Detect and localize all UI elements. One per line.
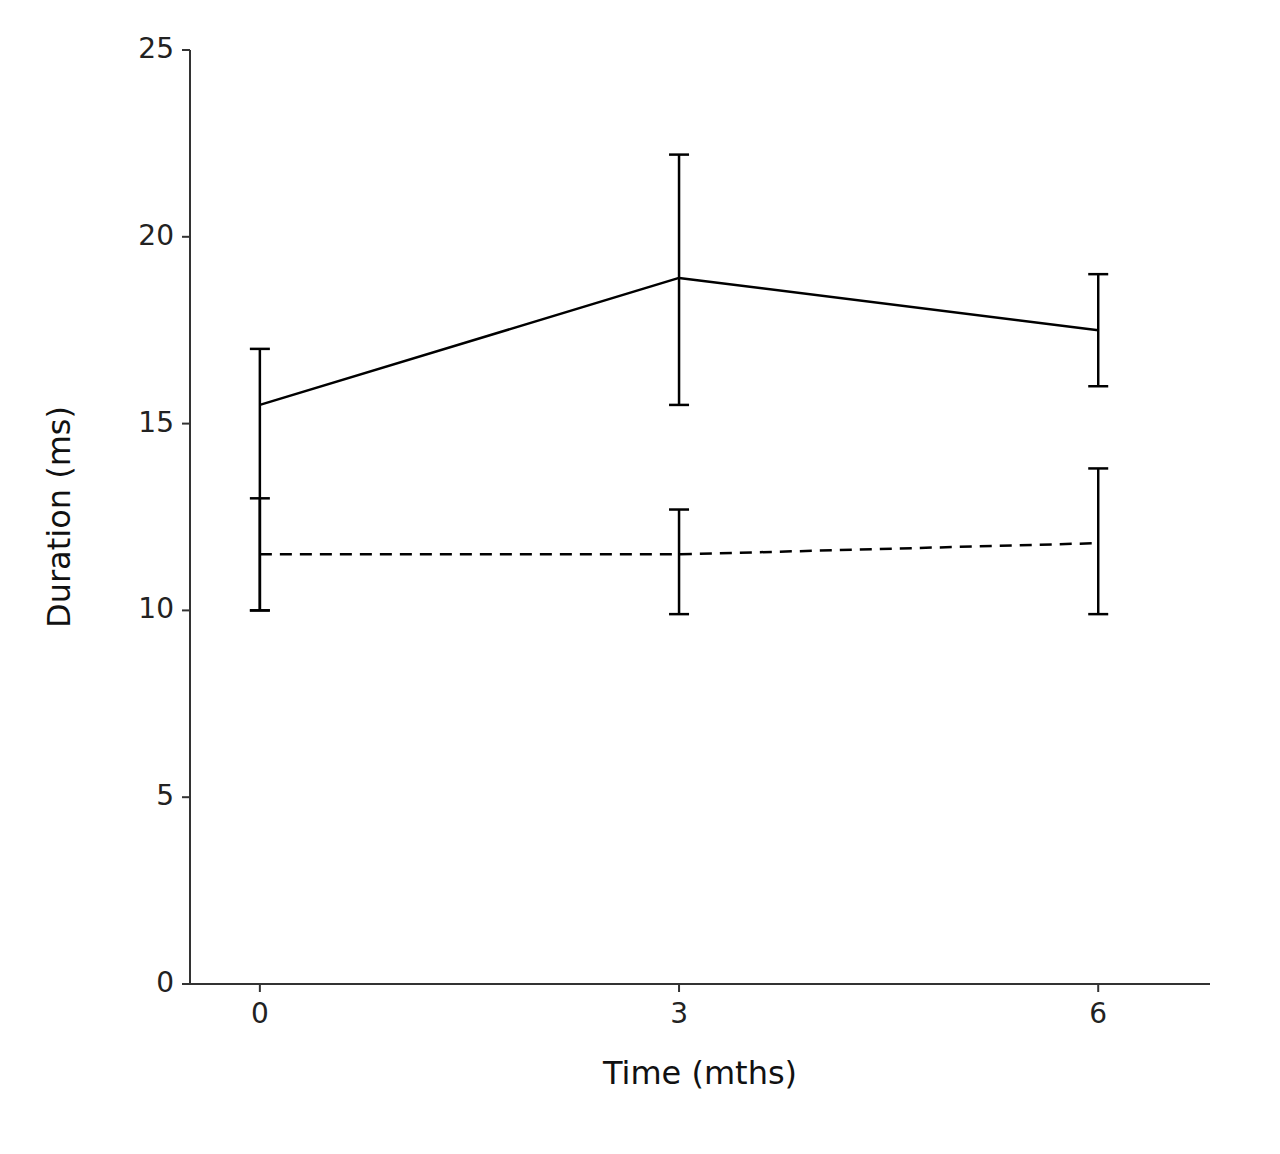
error-bar-cap-high — [1088, 467, 1108, 470]
y-tick-label: 20 — [138, 219, 174, 252]
y-tick — [182, 49, 190, 51]
error-bar-stem — [678, 510, 681, 615]
plot-data — [250, 155, 1108, 615]
error-bar — [250, 349, 270, 611]
x-tick — [1097, 984, 1099, 992]
x-tick-label: 3 — [670, 997, 688, 1030]
y-axis-line — [189, 50, 191, 984]
error-bar-cap-high — [250, 348, 270, 351]
error-bar-cap-low — [669, 613, 689, 616]
x-tick-label: 6 — [1089, 997, 1107, 1030]
y-axis-label: Duration (ms) — [40, 406, 78, 628]
y-tick-label: 15 — [138, 406, 174, 439]
chart-container: 0 5 10 15 20 25 0 3 6 Time (mths) Duration (ms) — [0, 0, 1280, 1154]
error-bar-stem — [678, 155, 681, 405]
error-bar-cap-high — [669, 508, 689, 511]
error-bar-cap-low — [250, 609, 270, 612]
error-bar-cap-low — [669, 404, 689, 407]
error-bar-cap-high — [1088, 273, 1108, 276]
series-line — [260, 543, 1098, 554]
error-bar-cap-high — [669, 153, 689, 156]
y-tick — [182, 983, 190, 985]
x-axis-label: Time (mths) — [602, 1054, 797, 1092]
series-line — [260, 278, 1098, 405]
y-tick — [182, 796, 190, 798]
error-bar-stem — [1097, 468, 1100, 614]
y-tick-label: 0 — [156, 966, 174, 999]
error-bar — [1088, 468, 1108, 614]
x-tick-label: 0 — [251, 997, 269, 1030]
chart-svg: 0 5 10 15 20 25 0 3 6 Time (mths) Duration (ms) — [0, 0, 1280, 1154]
y-tick-label: 10 — [138, 592, 174, 625]
y-tick — [182, 236, 190, 238]
x-tick — [259, 984, 261, 992]
y-tick-label: 5 — [156, 779, 174, 812]
error-bar-stem — [259, 349, 262, 611]
error-bar-cap-low — [250, 609, 270, 612]
error-bar-cap-low — [1088, 385, 1108, 388]
error-bar — [669, 510, 689, 615]
error-bar-cap-high — [250, 497, 270, 500]
x-axis-line — [190, 983, 1210, 985]
x-tick — [678, 984, 680, 992]
y-tick-label: 25 — [138, 32, 174, 65]
y-tick — [182, 423, 190, 425]
y-tick — [182, 609, 190, 611]
error-bar-cap-low — [1088, 613, 1108, 616]
